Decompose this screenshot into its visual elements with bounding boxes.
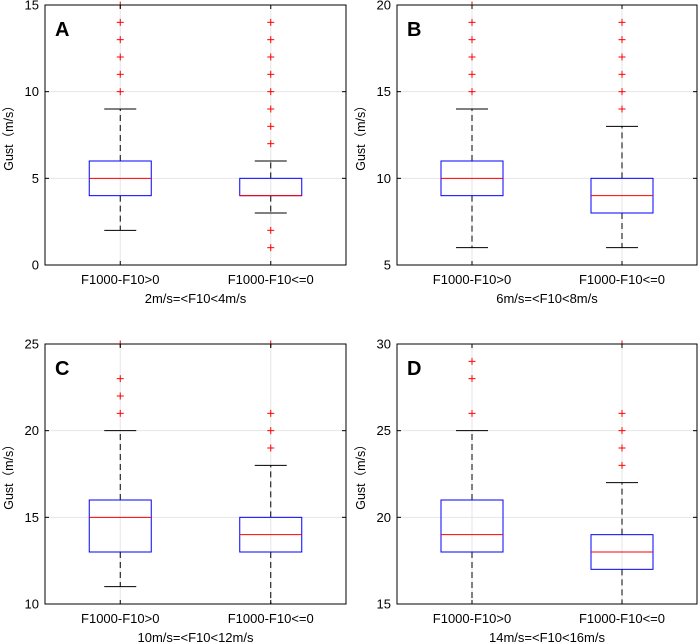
box-1 [440,357,504,605]
plot-area [397,344,697,604]
x-axis-label: 6m/s=<F10<8m/s [496,291,598,306]
outlier-marker [267,140,275,148]
plot-area [397,5,697,265]
outlier-marker [468,88,476,96]
outlier-marker [468,375,476,383]
x-tick-label: F1000-F10>0 [81,611,159,626]
outlier-marker [618,36,626,44]
y-tick-label: 5 [32,171,39,186]
outlier-marker [618,444,626,452]
iqr-box [88,499,152,553]
x-tick-label: F1000-F10<=0 [228,611,314,626]
chart-panel-c: 10 15 20 25 F1000-F10>0 F1000-F10<=0 10m/s=<F1… [2,337,347,643]
y-axis-label: Gust（m/s） [2,438,16,510]
outlier-marker [267,244,275,252]
outlier-marker [267,226,275,234]
box-1 [88,340,152,588]
y-tick-label: 15 [377,84,391,99]
y-tick-label: 15 [377,597,391,612]
y-tick-label: 25 [25,337,39,352]
x-tick-label: F1000-F10>0 [81,272,159,287]
panel-letter: C [55,358,69,380]
chart-panel-d: 15 20 25 30 F1000-F10>0 F1000-F10<=0 14m/s=<F1… [354,337,698,643]
box-2 [239,18,303,252]
outlier-marker [267,53,275,61]
outlier-marker [618,461,626,469]
panel-letter: B [407,19,421,41]
outlier-marker [267,122,275,130]
outlier-marker [618,409,626,417]
axes-frame [44,4,347,266]
panel-letter: D [407,358,421,380]
x-tick-label: F1000-F10>0 [433,272,511,287]
outlier-marker [618,70,626,78]
y-tick-label: 0 [32,258,39,273]
y-tick-label: 20 [25,423,39,438]
outlier-marker [116,409,124,417]
outlier-marker [267,444,275,452]
y-tick-label: 10 [25,597,39,612]
panel-letter: A [55,19,69,41]
y-tick-label: 15 [25,510,39,525]
outlier-marker [116,70,124,78]
axes-frame [396,343,698,605]
outlier-marker [116,375,124,383]
y-tick-label: 10 [25,84,39,99]
outlier-marker [468,36,476,44]
outlier-marker [618,18,626,26]
y-tick-label: 10 [377,171,391,186]
outlier-marker [116,18,124,26]
outlier-marker [116,392,124,400]
y-tick-label: 20 [377,0,391,13]
x-axis-label: 14m/s=<F10<16m/s [489,630,605,643]
outlier-marker [267,88,275,96]
outlier-marker [116,53,124,61]
outlier-marker [116,88,124,96]
outlier-marker [116,36,124,44]
axes-frame [396,4,698,266]
iqr-box [440,499,504,553]
outlier-marker [267,18,275,26]
outlier-marker [468,53,476,61]
outlier-marker [618,88,626,96]
y-axis-label: Gust（m/s） [354,99,368,171]
y-tick-label: 25 [377,423,391,438]
outlier-marker [267,105,275,113]
outlier-marker [267,409,275,417]
x-tick-label: F1000-F10<=0 [579,611,665,626]
y-axis-label: Gust（m/s） [2,99,16,171]
box-2 [590,18,654,249]
x-axis-label: 2m/s=<F10<4m/s [145,291,247,306]
x-tick-label: F1000-F10<=0 [228,272,314,287]
y-tick-label: 20 [377,510,391,525]
axes-frame [44,343,347,605]
outlier-marker [267,36,275,44]
x-tick-label: F1000-F10<=0 [579,272,665,287]
outlier-marker [267,70,275,78]
chart-panel-a: 0 5 10 15 F1000-F10>0 F1000-F10<=0 2m/s=<F10<4… [2,0,347,306]
outlier-marker [468,18,476,26]
y-tick-label: 30 [377,337,391,352]
outlier-marker [468,357,476,365]
outlier-marker [468,409,476,417]
chart-panel-b: 5 10 15 20 F1000-F10>0 F1000-F10<=0 6m/s=<F10<… [354,0,698,306]
x-tick-label: F1000-F10>0 [433,611,511,626]
plot-area [45,5,346,265]
outlier-marker [618,105,626,113]
outlier-marker [468,70,476,78]
outlier-marker [618,53,626,61]
y-axis-label: Gust（m/s） [354,438,368,510]
y-tick-label: 15 [25,0,39,13]
y-tick-label: 5 [384,258,391,273]
plot-area [45,344,346,604]
x-axis-label: 10m/s=<F10<12m/s [138,630,254,643]
outlier-marker [267,427,275,435]
outlier-marker [618,427,626,435]
